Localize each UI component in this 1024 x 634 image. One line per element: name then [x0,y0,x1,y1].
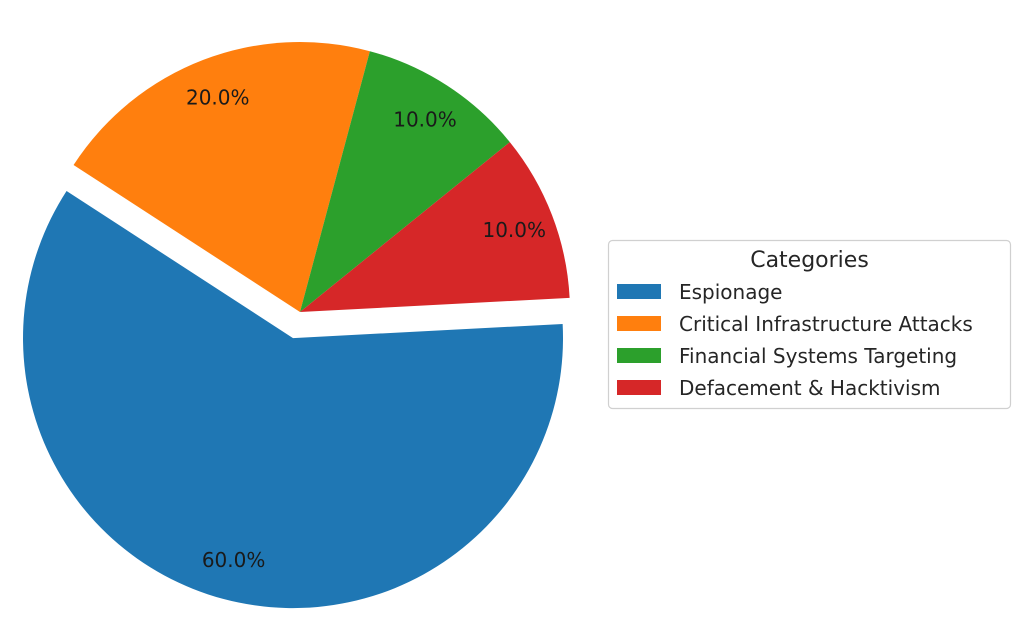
pie-slice-defacement-hacktivism [300,142,570,312]
pie-slices [23,42,570,609]
legend-swatch-espionage [617,284,661,299]
pie-slice-critical-infrastructure-attacks [73,42,370,312]
pie-slice-financial-systems-targeting [300,51,510,313]
legend-swatch-defacement [617,380,661,395]
pie-pct-label-defacement-hacktivism: 10.0% [482,218,546,242]
pie-percent-labels: 60.0% 20.0% 10.0% 10.0% [186,86,546,572]
legend-label-critical-infrastructure: Critical Infrastructure Attacks [679,312,973,336]
legend-swatch-critical-infrastructure [617,316,661,331]
legend-label-espionage: Espionage [679,280,782,304]
pie-pct-label-espionage: 60.0% [202,548,266,572]
legend-label-financial-systems: Financial Systems Targeting [679,344,957,368]
pie-slice-espionage [23,191,564,609]
legend: Categories Espionage Critical Infrastruc… [607,239,1012,410]
legend-title: Categories [750,248,869,273]
legend-label-defacement: Defacement & Hacktivism [679,376,940,400]
pie-pct-label-financial-systems-targeting: 10.0% [393,108,457,132]
legend-swatch-financial-systems [617,348,661,363]
legend-frame [607,239,1012,410]
pie-pct-label-critical-infrastructure-attacks: 20.0% [186,86,250,110]
